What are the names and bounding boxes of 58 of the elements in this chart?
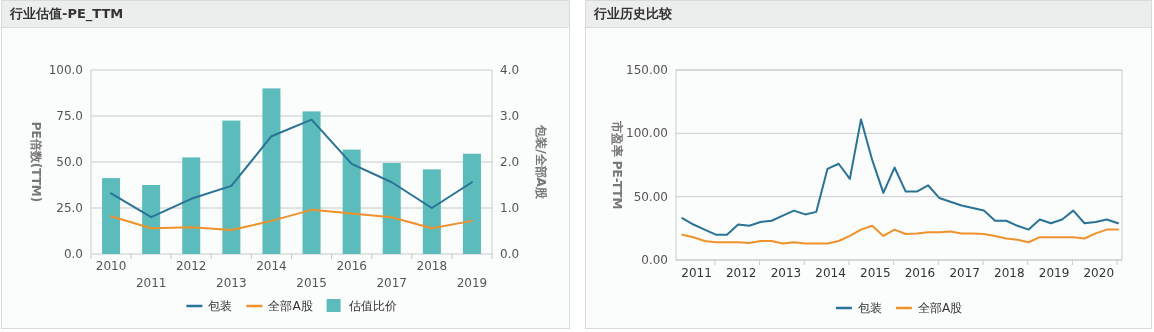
y2-axis-title: 包装/全部A股 bbox=[534, 124, 548, 200]
bar bbox=[182, 157, 201, 254]
y-tick-label: 100.00 bbox=[626, 126, 668, 141]
x-tick-label: 2018 bbox=[416, 259, 448, 273]
x-tick-label: 2020 bbox=[1083, 266, 1115, 280]
line-series bbox=[110, 118, 473, 219]
x-tick-label: 2012 bbox=[175, 259, 207, 273]
y-tick-label: 150.00 bbox=[626, 63, 668, 77]
x-tick-label: 2018 bbox=[994, 266, 1025, 280]
x-tick-label: 2016 bbox=[336, 259, 367, 273]
y-tick-label: 0.00 bbox=[641, 253, 668, 267]
bar bbox=[462, 153, 481, 254]
y2-tick-label: 1.0 bbox=[500, 201, 520, 215]
bar bbox=[262, 88, 281, 254]
y-tick-label: 50.00 bbox=[633, 189, 668, 204]
x-tick-label: 2014 bbox=[256, 259, 287, 273]
x-tick-label: 2015 bbox=[860, 266, 891, 280]
y2-tick-label: 3.0 bbox=[500, 109, 520, 123]
legend-label: 全部A股 bbox=[917, 301, 963, 315]
x-tick-label: 2012 bbox=[725, 266, 757, 280]
bar bbox=[302, 111, 321, 254]
y2-tick-label: 4.0 bbox=[500, 63, 520, 77]
line-series bbox=[681, 118, 1119, 236]
y-tick-label: 50.0 bbox=[56, 155, 83, 169]
bar bbox=[342, 149, 361, 254]
x-tick-label: 2011 bbox=[135, 276, 167, 290]
x-tick-label: 2019 bbox=[456, 276, 488, 290]
x-tick-label: 2011 bbox=[681, 266, 712, 280]
bar bbox=[102, 178, 121, 254]
x-tick-label: 2013 bbox=[216, 276, 247, 290]
y-axis-title: 市盈率 PE-TTM bbox=[610, 119, 624, 210]
y-tick-label: 75.0 bbox=[56, 109, 83, 123]
bar bbox=[422, 169, 441, 254]
chart-title: 行业估值-PE_TTM bbox=[2, 1, 569, 28]
x-tick-label: 2019 bbox=[1038, 266, 1070, 280]
legend-label: 包装 bbox=[208, 299, 233, 313]
y2-tick-label: 2.0 bbox=[500, 155, 520, 169]
y-tick-label: 100.0 bbox=[48, 63, 83, 77]
line-series bbox=[681, 224, 1119, 245]
x-tick-label: 2016 bbox=[904, 266, 936, 280]
x-tick-label: 2010 bbox=[95, 259, 127, 273]
bar bbox=[142, 185, 161, 254]
y2-tick-label: 0.0 bbox=[500, 247, 520, 261]
y-axis-title: PE倍数(TTM) bbox=[29, 121, 43, 203]
legend-label: 全部A股 bbox=[268, 299, 313, 313]
line-series bbox=[110, 208, 473, 232]
x-tick-label: 2015 bbox=[296, 276, 327, 290]
y-tick-label: 0.0 bbox=[63, 247, 83, 261]
y-tick-label: 25.0 bbox=[56, 201, 83, 215]
chart-title: 行业历史比较 bbox=[586, 1, 1151, 28]
x-tick-label: 2017 bbox=[376, 276, 408, 290]
bar bbox=[382, 162, 401, 254]
x-tick-label: 2013 bbox=[770, 266, 802, 280]
bar bbox=[222, 120, 241, 254]
legend-label: 估值比价 bbox=[347, 299, 397, 313]
x-tick-label: 2017 bbox=[949, 266, 980, 280]
x-tick-label: 2014 bbox=[815, 266, 846, 280]
legend-label: 包装 bbox=[857, 301, 882, 315]
